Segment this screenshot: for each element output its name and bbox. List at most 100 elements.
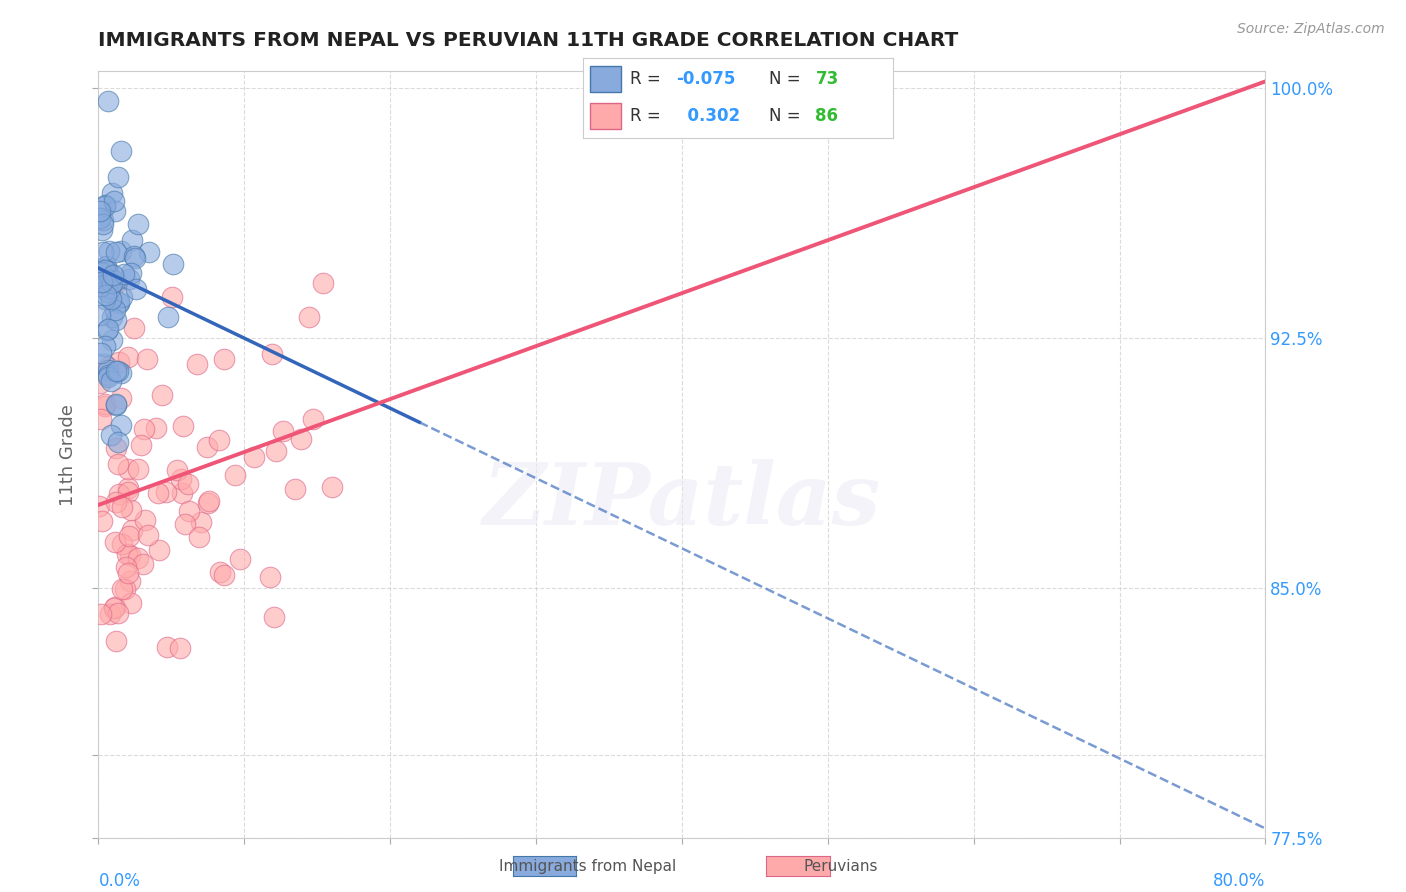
Point xyxy=(169,640,191,655)
Point xyxy=(120,503,142,517)
Point xyxy=(118,272,141,286)
Point xyxy=(155,484,177,499)
Point xyxy=(197,494,219,508)
Point xyxy=(117,462,139,476)
Point xyxy=(187,530,209,544)
Point xyxy=(100,310,122,325)
Point xyxy=(97,321,120,335)
Point xyxy=(111,500,134,514)
Point xyxy=(91,269,114,284)
Point xyxy=(98,270,121,285)
Point xyxy=(195,440,218,454)
Point xyxy=(107,457,129,471)
Point xyxy=(107,169,129,184)
Point xyxy=(93,263,115,277)
Point xyxy=(107,486,129,500)
Point xyxy=(121,233,143,247)
Point xyxy=(117,350,139,364)
Point xyxy=(91,275,114,289)
Point xyxy=(104,398,127,412)
Point xyxy=(91,217,114,231)
Text: Immigrants from Nepal: Immigrants from Nepal xyxy=(499,859,676,873)
Point xyxy=(111,582,134,597)
Point xyxy=(290,432,312,446)
Point xyxy=(107,434,129,449)
Point xyxy=(136,528,159,542)
Point xyxy=(104,599,127,614)
Point xyxy=(101,333,124,347)
Point xyxy=(170,486,193,500)
Point xyxy=(298,310,321,325)
Point xyxy=(120,266,142,280)
Point xyxy=(93,212,115,227)
Point xyxy=(94,198,117,212)
Point xyxy=(101,276,124,290)
Point xyxy=(118,574,141,588)
Point xyxy=(107,294,129,309)
Point xyxy=(100,293,122,307)
Text: Source: ZipAtlas.com: Source: ZipAtlas.com xyxy=(1237,22,1385,37)
Point xyxy=(212,352,235,367)
Point xyxy=(110,417,132,432)
Point xyxy=(91,244,114,259)
Point xyxy=(150,387,173,401)
Point xyxy=(170,472,193,486)
Text: R =: R = xyxy=(630,107,666,125)
Point xyxy=(89,262,111,277)
Point xyxy=(90,279,112,293)
Point xyxy=(132,422,155,436)
Point xyxy=(108,296,131,310)
FancyBboxPatch shape xyxy=(589,66,620,92)
Point xyxy=(104,494,127,508)
Text: N =: N = xyxy=(769,70,806,87)
Point xyxy=(90,412,112,426)
Point xyxy=(112,268,135,282)
Point xyxy=(264,444,287,458)
Point xyxy=(162,257,184,271)
Point xyxy=(117,566,139,580)
Point xyxy=(284,482,307,496)
Point xyxy=(214,567,236,582)
Point xyxy=(107,606,129,620)
Point xyxy=(104,302,127,317)
Text: IMMIGRANTS FROM NEPAL VS PERUVIAN 11TH GRADE CORRELATION CHART: IMMIGRANTS FROM NEPAL VS PERUVIAN 11TH G… xyxy=(98,31,959,50)
Point xyxy=(90,346,112,360)
Point xyxy=(103,194,125,208)
Point xyxy=(190,515,212,529)
Point xyxy=(89,211,111,225)
Point xyxy=(90,607,112,621)
Point xyxy=(108,355,131,369)
Point xyxy=(208,433,231,447)
Point xyxy=(122,249,145,263)
Point xyxy=(166,463,188,477)
Point xyxy=(104,277,127,291)
Text: Peruvians: Peruvians xyxy=(804,859,877,873)
Text: R =: R = xyxy=(630,70,666,87)
Point xyxy=(224,468,246,483)
Point xyxy=(110,366,132,380)
Y-axis label: 11th Grade: 11th Grade xyxy=(59,404,77,506)
Text: N =: N = xyxy=(769,107,806,125)
Point xyxy=(87,499,110,513)
Point xyxy=(301,412,323,426)
Point xyxy=(98,273,121,287)
Point xyxy=(100,374,122,388)
Point xyxy=(90,266,112,280)
Point xyxy=(117,481,139,495)
Point xyxy=(148,542,170,557)
Point xyxy=(104,534,127,549)
Point xyxy=(93,358,115,372)
Point xyxy=(97,368,120,382)
Point xyxy=(110,391,132,405)
Point xyxy=(89,308,111,322)
Point xyxy=(134,513,156,527)
Text: 80.0%: 80.0% xyxy=(1213,871,1265,890)
Point xyxy=(197,495,219,509)
Point xyxy=(90,514,112,528)
Point xyxy=(94,262,117,277)
Point xyxy=(94,199,117,213)
Point xyxy=(107,364,129,378)
Point xyxy=(96,360,118,375)
Point xyxy=(177,476,200,491)
Point xyxy=(96,323,118,337)
